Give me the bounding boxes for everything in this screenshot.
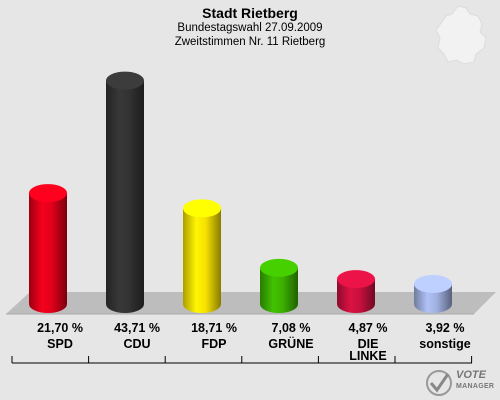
category-label-0: SPD xyxy=(47,337,73,351)
category-label-4-1: LINKE xyxy=(349,349,387,363)
value-label-3: 7,08 % xyxy=(272,321,311,335)
value-label-4: 4,87 % xyxy=(349,321,388,335)
bar-top-4 xyxy=(337,270,375,289)
bar-top-3 xyxy=(260,258,298,277)
bar-top-0 xyxy=(29,184,67,203)
chart-header: Stadt Rietberg Bundestagswahl 27.09.2009… xyxy=(0,5,500,49)
value-label-0: 21,70 % xyxy=(37,321,83,335)
vote-manager-logo: VOTE MANAGER xyxy=(424,368,500,400)
chart-subtitle-date: Bundestagswahl 27.09.2009 xyxy=(177,22,323,34)
category-label-2: FDP xyxy=(202,337,227,351)
chart-title: Stadt Rietberg xyxy=(202,5,298,21)
category-label-4-0: DIE xyxy=(358,337,379,351)
category-label-1: CDU xyxy=(123,337,150,351)
bar-2 xyxy=(183,208,221,313)
value-label-5: 3,92 % xyxy=(426,321,465,335)
bar-3 xyxy=(260,267,298,313)
logo-text-manager: MANAGER xyxy=(456,383,495,390)
value-label-2: 18,71 % xyxy=(191,321,237,335)
value-label-1: 43,71 % xyxy=(114,321,160,335)
category-label-5: sonstige xyxy=(419,337,470,351)
bar-0 xyxy=(29,193,67,313)
bar-top-2 xyxy=(183,199,221,218)
bar-1 xyxy=(106,80,144,314)
chart-subtitle-district: Zweitstimmen Nr. 11 Rietberg xyxy=(174,36,326,48)
bar-top-5 xyxy=(414,274,452,293)
bar-top-1 xyxy=(106,71,144,90)
category-label-3: GRÜNE xyxy=(268,336,313,351)
logo-text-vote: VOTE xyxy=(456,369,486,381)
bar-4 xyxy=(337,279,375,313)
checkmark-icon xyxy=(426,370,452,396)
germany-map-icon xyxy=(435,5,487,65)
